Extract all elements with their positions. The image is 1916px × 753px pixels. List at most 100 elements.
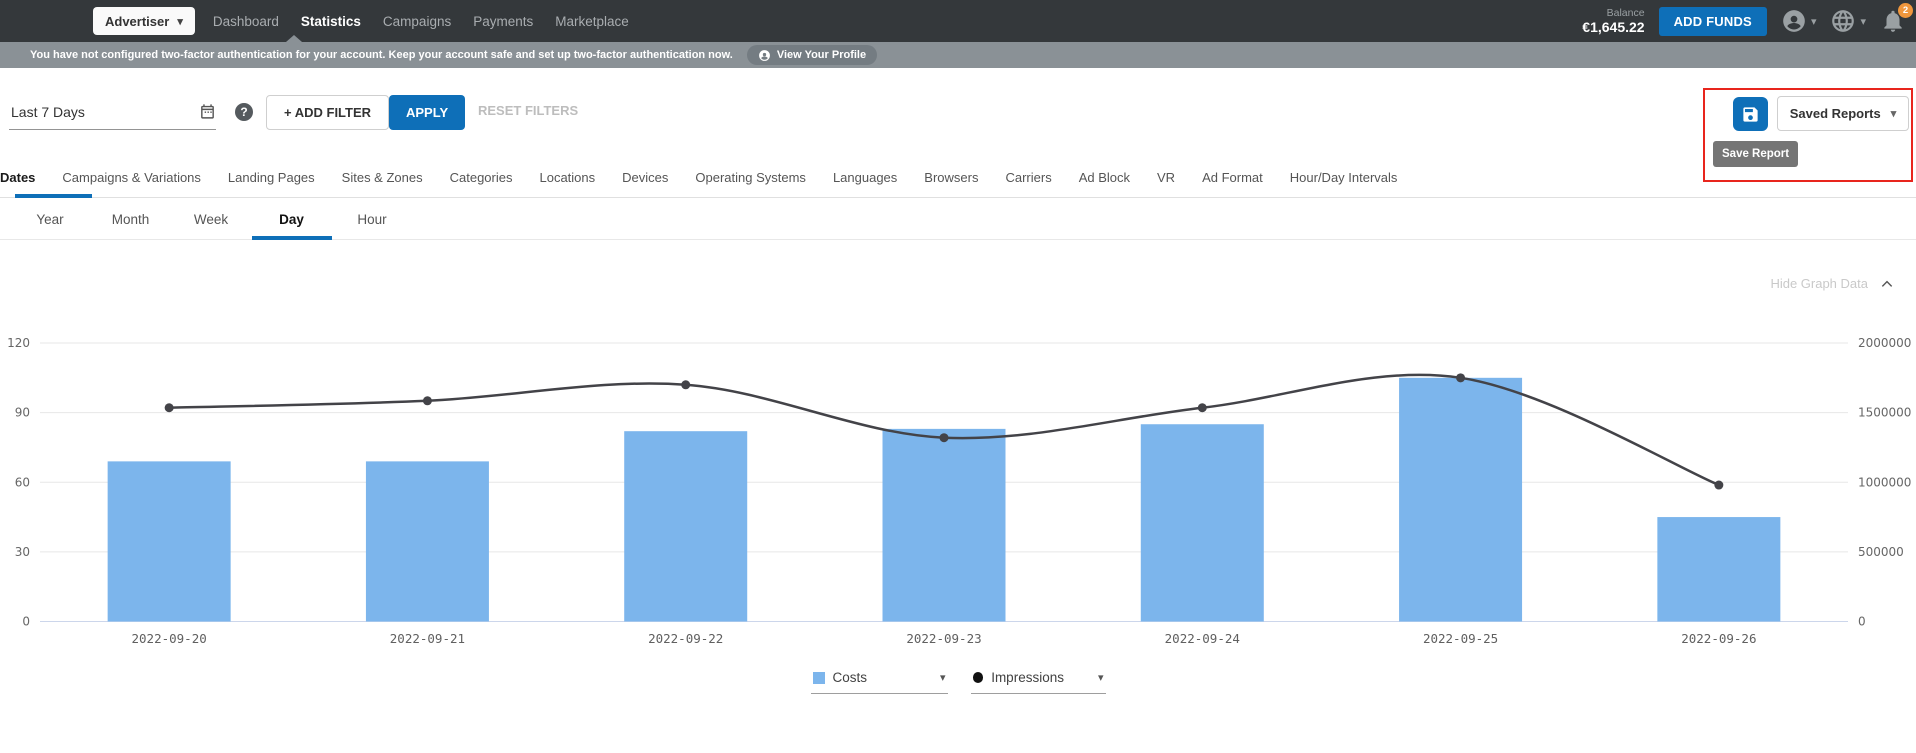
filter-toolbar: Last 7 Days ? + ADD FILTER APPLY RESET F…: [0, 68, 1916, 135]
date-range-input[interactable]: Last 7 Days: [9, 95, 216, 130]
balance-value: €1,645.22: [1582, 19, 1644, 35]
tab-ad-format[interactable]: Ad Format: [1202, 170, 1263, 185]
legend-select-costs[interactable]: Costs ▾: [811, 666, 948, 694]
x-axis-label: 2022-09-22: [648, 631, 723, 646]
chevron-down-icon: ▾: [1098, 671, 1104, 684]
x-axis-label: 2022-09-21: [390, 631, 465, 646]
balance-label: Balance: [1582, 7, 1644, 19]
account-type-label: Advertiser: [105, 14, 169, 29]
date-range-value: Last 7 Days: [11, 104, 85, 120]
line-point-2022-09-26[interactable]: [1714, 481, 1723, 490]
saved-reports-label: Saved Reports: [1790, 106, 1881, 121]
statistics-chart: 0306090120050000010000001500000200000020…: [0, 325, 1916, 655]
x-axis-label: 2022-09-25: [1423, 631, 1498, 646]
x-axis-label: 2022-09-23: [906, 631, 981, 646]
two-factor-warning-bar: You have not configured two-factor authe…: [0, 42, 1916, 68]
x-axis-label: 2022-09-24: [1165, 631, 1240, 646]
reset-filters-button[interactable]: RESET FILTERS: [478, 103, 578, 118]
line-point-2022-09-20[interactable]: [165, 403, 174, 412]
legend-label: Costs: [833, 670, 868, 685]
x-axis-label: 2022-09-20: [132, 631, 207, 646]
left-axis-tick: 90: [15, 406, 30, 420]
left-axis-tick: 120: [7, 336, 30, 350]
interval-tab-week[interactable]: Week: [171, 198, 251, 240]
legend-select-impressions[interactable]: Impressions ▾: [971, 666, 1106, 694]
bar-2022-09-22[interactable]: [624, 431, 747, 621]
tab-locations[interactable]: Locations: [539, 170, 595, 185]
legend-label: Impressions: [991, 670, 1064, 685]
tab-sites-zones[interactable]: Sites & Zones: [342, 170, 423, 185]
help-icon[interactable]: ?: [235, 103, 253, 121]
add-funds-button[interactable]: ADD FUNDS: [1659, 7, 1767, 36]
line-point-2022-09-23[interactable]: [940, 433, 949, 442]
line-point-2022-09-25[interactable]: [1456, 373, 1465, 382]
chevron-down-icon[interactable]: ▾: [1811, 15, 1817, 28]
interval-tab-hour[interactable]: Hour: [332, 198, 412, 240]
bar-2022-09-23[interactable]: [883, 429, 1006, 622]
bar-2022-09-25[interactable]: [1399, 378, 1522, 622]
right-axis-tick: 1500000: [1858, 406, 1911, 420]
interval-tab-month[interactable]: Month: [91, 198, 171, 240]
tab-languages[interactable]: Languages: [833, 170, 897, 185]
tab-dates[interactable]: Dates: [0, 170, 35, 185]
right-axis-tick: 500000: [1858, 545, 1904, 559]
chevron-up-icon: [1880, 277, 1894, 291]
tab-browsers[interactable]: Browsers: [924, 170, 978, 185]
right-axis-tick: 0: [1858, 615, 1866, 629]
x-axis-label: 2022-09-26: [1681, 631, 1756, 646]
chevron-down-icon[interactable]: ▾: [1860, 15, 1866, 28]
account-icon[interactable]: [1781, 8, 1807, 34]
warning-pointer-triangle: [286, 35, 302, 42]
nav-item-marketplace[interactable]: Marketplace: [555, 14, 629, 29]
nav-item-statistics[interactable]: Statistics: [301, 14, 361, 29]
left-axis-tick: 0: [22, 615, 30, 629]
calendar-icon[interactable]: [199, 103, 216, 120]
save-floppy-icon: [1741, 105, 1760, 124]
view-profile-button[interactable]: View Your Profile: [747, 45, 877, 65]
chevron-down-icon: ▾: [177, 15, 183, 28]
report-tabs: Dates Campaigns & Variations Landing Pages…: [0, 158, 1916, 198]
line-point-2022-09-21[interactable]: [423, 396, 432, 405]
nav-item-payments[interactable]: Payments: [473, 14, 533, 29]
language-globe-icon[interactable]: [1830, 8, 1856, 34]
tab-campaigns-variations[interactable]: Campaigns & Variations: [62, 170, 201, 185]
chevron-down-icon: ▾: [1891, 107, 1897, 120]
notification-badge: 2: [1898, 3, 1913, 18]
tab-categories[interactable]: Categories: [450, 170, 513, 185]
interval-tab-year[interactable]: Year: [10, 198, 90, 240]
line-point-2022-09-24[interactable]: [1198, 403, 1207, 412]
chevron-down-icon: ▾: [940, 671, 946, 684]
active-interval-underline: [252, 236, 332, 240]
nav-item-campaigns[interactable]: Campaigns: [383, 14, 451, 29]
left-axis-tick: 60: [15, 475, 30, 489]
balance-block: Balance €1,645.22: [1582, 7, 1644, 35]
hide-graph-toggle[interactable]: Hide Graph Data: [1770, 276, 1894, 291]
apply-button[interactable]: APPLY: [389, 95, 465, 130]
tab-devices[interactable]: Devices: [622, 170, 668, 185]
tab-hour-day-intervals[interactable]: Hour/Day Intervals: [1290, 170, 1398, 185]
line-point-2022-09-22[interactable]: [681, 380, 690, 389]
hide-graph-label: Hide Graph Data: [1770, 276, 1868, 291]
saved-reports-dropdown[interactable]: Saved Reports ▾: [1777, 96, 1909, 131]
tab-carriers[interactable]: Carriers: [1005, 170, 1051, 185]
legend-square-marker: [813, 672, 825, 684]
add-filter-button[interactable]: + ADD FILTER: [266, 95, 389, 130]
nav-item-dashboard[interactable]: Dashboard: [213, 14, 279, 29]
save-report-button[interactable]: [1733, 97, 1768, 131]
bar-2022-09-24[interactable]: [1141, 424, 1264, 621]
tab-operating-systems[interactable]: Operating Systems: [695, 170, 806, 185]
interval-tab-day[interactable]: Day: [252, 198, 332, 240]
legend-circle-marker: [973, 672, 984, 683]
navbar-right: Balance €1,645.22 ADD FUNDS ▾ ▾ 2: [1582, 7, 1916, 36]
account-type-dropdown[interactable]: Advertiser ▾: [93, 7, 195, 35]
warning-message: You have not configured two-factor authe…: [30, 49, 733, 61]
tab-vr[interactable]: VR: [1157, 170, 1175, 185]
chart-legend: Costs ▾ Impressions ▾: [0, 666, 1916, 694]
tab-ad-block[interactable]: Ad Block: [1079, 170, 1130, 185]
tab-landing-pages[interactable]: Landing Pages: [228, 170, 315, 185]
notifications-bell-icon[interactable]: 2: [1880, 8, 1906, 34]
bar-2022-09-26[interactable]: [1657, 517, 1780, 621]
bar-2022-09-21[interactable]: [366, 461, 489, 621]
nav-menu: Dashboard Statistics Campaigns Payments Mark…: [213, 14, 651, 29]
bar-2022-09-20[interactable]: [108, 461, 231, 621]
